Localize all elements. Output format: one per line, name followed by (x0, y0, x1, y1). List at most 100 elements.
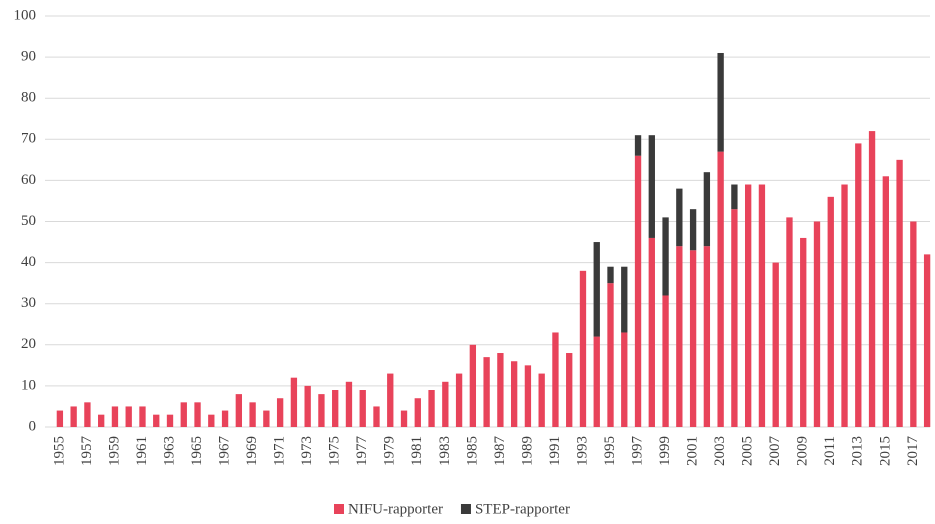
bar (359, 390, 366, 427)
bar (276, 398, 284, 427)
bar (813, 221, 821, 427)
x-tick-label: 2015 (877, 436, 893, 466)
y-tick-label: 80 (21, 90, 36, 106)
x-tick-label: 1955 (51, 436, 67, 466)
bar (744, 184, 752, 427)
bar (868, 131, 876, 427)
bar (139, 406, 146, 427)
bar (552, 332, 559, 427)
bar (579, 270, 587, 427)
bar (524, 365, 532, 427)
bar (70, 406, 77, 427)
bar (166, 414, 174, 427)
bar (290, 377, 298, 427)
bar (566, 353, 573, 427)
y-tick-label: 60 (21, 172, 36, 188)
bar (593, 336, 600, 427)
bar (621, 332, 628, 427)
bar (841, 184, 848, 427)
x-tick-label: 1965 (189, 436, 205, 466)
bar (469, 344, 477, 427)
bar (235, 394, 243, 427)
bar (345, 381, 353, 427)
bar (607, 266, 614, 284)
bar (896, 159, 903, 427)
y-tick-label: 90 (21, 49, 36, 65)
x-tick-label: 2009 (795, 436, 811, 466)
bar (56, 410, 64, 427)
x-tick-label: 2003 (712, 436, 728, 466)
x-tick-label: 1977 (354, 436, 370, 467)
x-tick-label: 2005 (740, 436, 756, 466)
bar (689, 250, 697, 427)
bar (497, 353, 504, 427)
bar (98, 414, 105, 427)
y-tick-label: 30 (21, 295, 36, 311)
bar (800, 237, 807, 427)
bar (882, 176, 889, 427)
bar (648, 237, 655, 427)
y-tick-label: 40 (21, 254, 36, 270)
bar (593, 242, 600, 337)
bar (400, 410, 408, 427)
x-tick-label: 1991 (547, 436, 563, 466)
bar (772, 262, 779, 427)
bar (414, 398, 421, 427)
bar (455, 373, 463, 427)
x-tick-label: 1963 (161, 436, 177, 466)
x-tick-label: 2001 (685, 436, 701, 466)
bar (249, 402, 256, 427)
bar (180, 402, 187, 427)
x-tick-label: 2013 (850, 436, 866, 466)
bar (703, 172, 711, 247)
bar (318, 394, 325, 427)
bar (648, 135, 655, 238)
y-tick-label: 100 (14, 7, 37, 23)
x-tick-label: 1969 (244, 436, 260, 466)
bar (662, 295, 669, 427)
bar (304, 385, 311, 427)
bar (387, 373, 394, 427)
bar (731, 184, 738, 210)
x-tick-label: 1993 (574, 436, 590, 466)
bar (483, 357, 490, 427)
bar (634, 135, 642, 156)
bar (676, 188, 683, 247)
y-tick-label: 0 (29, 418, 37, 434)
x-tick-label: 2017 (905, 436, 921, 467)
x-tick-label: 1985 (464, 436, 480, 466)
bar (125, 406, 132, 427)
bar (607, 283, 614, 427)
bar (84, 402, 91, 427)
bar (703, 246, 711, 427)
bar (827, 196, 834, 427)
bar (111, 406, 119, 427)
bar (538, 373, 545, 427)
bar (689, 209, 697, 251)
bar (731, 209, 738, 427)
y-tick-label: 70 (21, 131, 36, 147)
bar (717, 52, 724, 152)
x-tick-label: 1957 (79, 436, 95, 467)
x-tick-label: 1999 (657, 436, 673, 466)
x-tick-label: 1979 (382, 436, 398, 466)
bar (263, 410, 270, 427)
bar (786, 217, 793, 427)
bar (662, 217, 669, 296)
bar (855, 143, 862, 427)
bar (621, 266, 628, 333)
x-tick-label: 1961 (134, 436, 150, 466)
x-tick-label: 1959 (106, 436, 122, 466)
x-tick-label: 1995 (602, 436, 618, 466)
legend-swatch (460, 504, 471, 514)
bar (442, 381, 449, 427)
legend-label: NIFU-rapporter (348, 501, 443, 517)
bar (717, 151, 724, 427)
legend-label: STEP-rapporter (475, 501, 570, 517)
legend-swatch (334, 504, 344, 514)
bar (510, 361, 518, 427)
bar (676, 246, 683, 427)
bar (910, 221, 917, 427)
x-tick-label: 2011 (822, 436, 838, 465)
y-tick-label: 10 (21, 377, 36, 393)
